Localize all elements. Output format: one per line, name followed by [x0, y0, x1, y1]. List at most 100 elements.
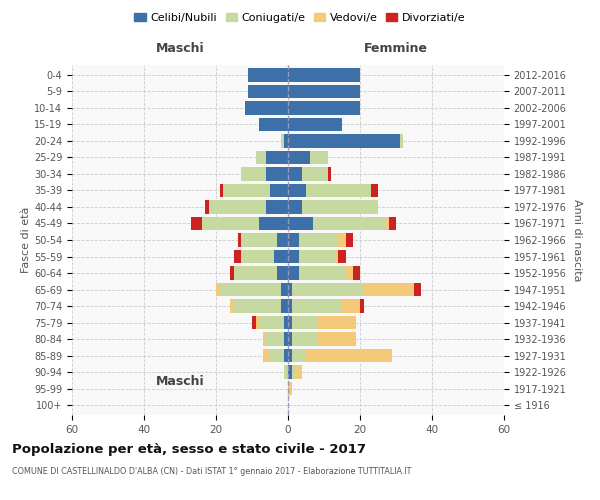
- Bar: [338, 234, 346, 246]
- Bar: [241, 168, 266, 180]
- Bar: [364, 283, 414, 296]
- Legend: Celibi/Nubili, Coniugati/e, Vedovi/e, Divorziati/e: Celibi/Nubili, Coniugati/e, Vedovi/e, Di…: [130, 8, 470, 27]
- Bar: [288, 217, 313, 230]
- Bar: [353, 266, 360, 280]
- Y-axis label: Fasce di età: Fasce di età: [21, 207, 31, 273]
- Text: Maschi: Maschi: [155, 375, 205, 388]
- Bar: [259, 316, 284, 329]
- Bar: [295, 366, 302, 378]
- Bar: [238, 234, 241, 246]
- Bar: [284, 316, 288, 329]
- Bar: [288, 184, 306, 197]
- Bar: [288, 332, 292, 345]
- Bar: [274, 250, 288, 263]
- Y-axis label: Anni di nascita: Anni di nascita: [572, 198, 582, 281]
- Bar: [302, 200, 378, 213]
- Bar: [288, 366, 292, 378]
- Bar: [292, 349, 306, 362]
- Bar: [328, 168, 331, 180]
- Bar: [288, 118, 342, 131]
- Bar: [202, 217, 259, 230]
- Bar: [288, 316, 292, 329]
- Bar: [252, 316, 256, 329]
- Bar: [292, 300, 342, 312]
- Bar: [371, 184, 378, 197]
- Bar: [288, 382, 292, 395]
- Bar: [241, 234, 277, 246]
- Bar: [266, 332, 284, 345]
- Text: COMUNE DI CASTELLINALDO D'ALBA (CN) - Dati ISTAT 1° gennaio 2017 - Elaborazione : COMUNE DI CASTELLINALDO D'ALBA (CN) - Da…: [12, 468, 412, 476]
- Bar: [346, 234, 353, 246]
- Bar: [234, 250, 241, 263]
- Bar: [292, 316, 317, 329]
- Bar: [302, 168, 328, 180]
- Bar: [288, 300, 292, 312]
- Bar: [284, 349, 288, 362]
- Bar: [288, 266, 299, 280]
- Bar: [288, 200, 302, 213]
- Bar: [335, 250, 338, 263]
- Bar: [234, 266, 277, 280]
- Bar: [263, 332, 266, 345]
- Text: Popolazione per età, sesso e stato civile - 2017: Popolazione per età, sesso e stato civil…: [12, 442, 366, 456]
- Bar: [360, 300, 364, 312]
- Bar: [346, 266, 353, 280]
- Bar: [281, 283, 288, 296]
- Bar: [230, 266, 234, 280]
- Bar: [270, 349, 284, 362]
- Bar: [292, 366, 295, 378]
- Bar: [288, 283, 292, 296]
- Bar: [313, 217, 385, 230]
- Bar: [205, 200, 209, 213]
- Bar: [299, 250, 335, 263]
- Bar: [220, 184, 223, 197]
- Bar: [241, 250, 274, 263]
- Bar: [284, 332, 288, 345]
- Bar: [223, 184, 270, 197]
- Text: Maschi: Maschi: [155, 42, 205, 54]
- Bar: [288, 168, 302, 180]
- Bar: [259, 118, 288, 131]
- Bar: [220, 283, 281, 296]
- Bar: [389, 217, 396, 230]
- Bar: [288, 68, 360, 82]
- Bar: [248, 68, 288, 82]
- Bar: [288, 134, 400, 147]
- Bar: [259, 217, 288, 230]
- Bar: [342, 300, 360, 312]
- Bar: [288, 151, 310, 164]
- Bar: [284, 134, 288, 147]
- Bar: [288, 349, 292, 362]
- Bar: [400, 134, 403, 147]
- Bar: [256, 151, 266, 164]
- Bar: [299, 266, 346, 280]
- Bar: [248, 85, 288, 98]
- Bar: [245, 102, 288, 114]
- Bar: [306, 349, 392, 362]
- Bar: [338, 250, 346, 263]
- Text: Femmine: Femmine: [364, 42, 428, 54]
- Bar: [292, 332, 317, 345]
- Bar: [256, 316, 259, 329]
- Bar: [299, 234, 338, 246]
- Bar: [288, 250, 299, 263]
- Bar: [277, 266, 288, 280]
- Bar: [216, 283, 220, 296]
- Bar: [263, 349, 270, 362]
- Bar: [191, 217, 202, 230]
- Bar: [317, 316, 356, 329]
- Bar: [281, 300, 288, 312]
- Bar: [310, 151, 328, 164]
- Bar: [209, 200, 266, 213]
- Bar: [385, 217, 389, 230]
- Bar: [266, 200, 288, 213]
- Bar: [277, 234, 288, 246]
- Bar: [284, 366, 288, 378]
- Bar: [288, 85, 360, 98]
- Bar: [288, 234, 299, 246]
- Bar: [234, 300, 281, 312]
- Bar: [230, 300, 234, 312]
- Bar: [266, 151, 288, 164]
- Bar: [317, 332, 356, 345]
- Bar: [266, 168, 288, 180]
